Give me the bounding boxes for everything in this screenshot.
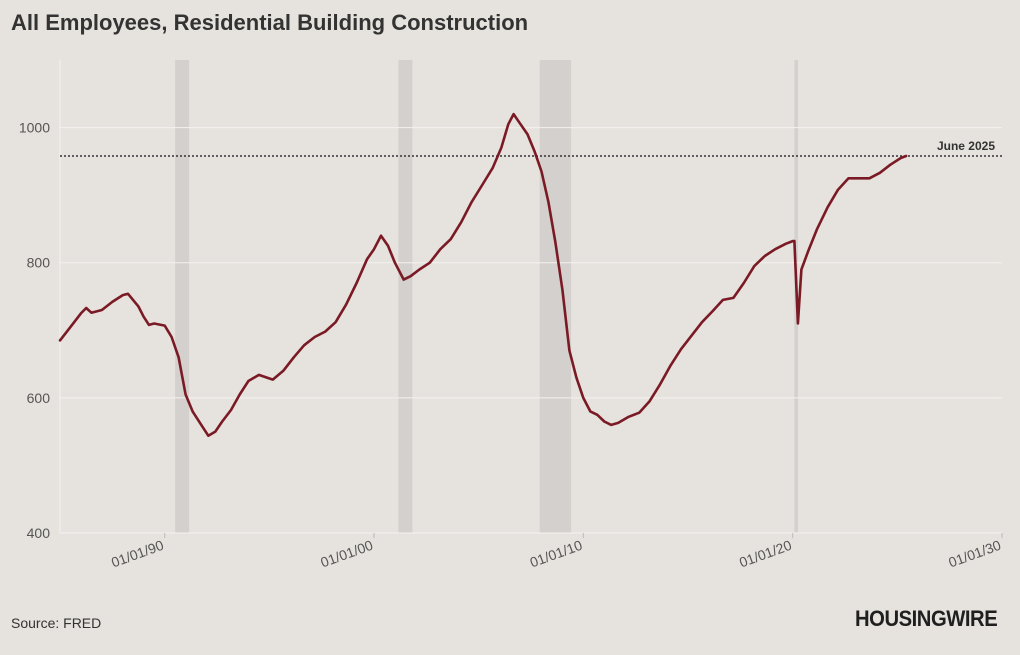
housingwire-logo: HOUSINGWIRE	[855, 606, 998, 631]
y-tick-label: 1000	[19, 120, 50, 136]
x-tick-label: 01/01/20	[737, 537, 794, 571]
series-line	[58, 112, 908, 437]
y-tick-label: 400	[27, 525, 51, 541]
gridlines	[60, 127, 1002, 534]
reference-line-label: June 2025	[937, 139, 995, 153]
y-tick-label: 600	[27, 390, 51, 406]
chart-title: All Employees, Residential Building Cons…	[11, 10, 529, 35]
series-group	[58, 112, 908, 437]
recession-band	[175, 60, 190, 533]
x-tick-label: 01/01/00	[318, 537, 375, 571]
recession-band	[539, 60, 572, 533]
axes: 400 600 800 1000 01/01/90 01/01/00 01/01/10 01/…	[19, 60, 1003, 570]
y-tick-label: 800	[27, 255, 51, 271]
x-tick-label: 01/01/90	[109, 537, 166, 571]
recession-band	[398, 60, 413, 533]
x-tick-label: 01/01/10	[528, 537, 585, 571]
reference-line-group: June 2025	[60, 139, 1002, 157]
source-note: Source: FRED	[11, 615, 102, 631]
x-tick-label: 01/01/30	[946, 537, 1003, 571]
recession-bands	[175, 60, 798, 533]
